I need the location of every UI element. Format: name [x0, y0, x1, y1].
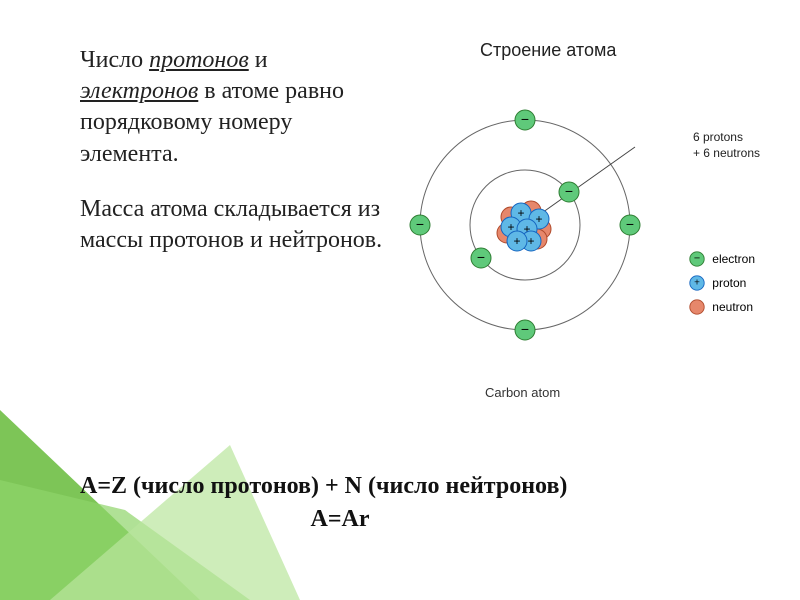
- svg-text:+: +: [517, 206, 524, 220]
- electron-particle: −: [515, 110, 535, 130]
- svg-text:−: −: [477, 249, 485, 265]
- svg-text:−: −: [626, 216, 634, 232]
- nucleus: + + + + + +: [497, 201, 551, 251]
- svg-text:+: +: [535, 212, 542, 226]
- diagram-caption: Carbon atom: [485, 385, 560, 400]
- paragraph-1: Число протонов и электронов в атоме равн…: [80, 45, 390, 170]
- electron-particle: −: [471, 248, 491, 268]
- electron-particle: −: [515, 320, 535, 340]
- atom-svg: + + + + + + − − − − − −: [390, 70, 670, 370]
- paragraph-2: Масса атома складывается из массы протон…: [80, 194, 390, 256]
- svg-text:−: −: [565, 183, 573, 199]
- nucleus-label: 6 protons + 6 neutrons: [693, 130, 760, 161]
- legend-neutron-label: neutron: [712, 300, 753, 314]
- proton-icon: +: [688, 274, 706, 292]
- svg-text:−: −: [521, 321, 529, 337]
- main-text: Число протонов и электронов в атоме равн…: [80, 45, 390, 256]
- nucleus-label-l1: 6 protons: [693, 130, 760, 146]
- nucleus-label-l2: + 6 neutrons: [693, 146, 760, 162]
- electron-icon: −: [688, 250, 706, 268]
- legend-proton-label: proton: [712, 276, 746, 290]
- legend-neutron: neutron: [688, 298, 755, 316]
- legend-electron: − electron: [688, 250, 755, 268]
- formula-block: A=Z (число протонов) + N (число нейтроно…: [80, 470, 720, 535]
- neutron-icon: [688, 298, 706, 316]
- formula-line1: A=Z (число протонов) + N (число нейтроно…: [80, 470, 720, 502]
- formula-line2: A=Ar: [80, 503, 600, 535]
- atom-diagram: Строение атома +: [390, 40, 760, 400]
- diagram-title: Строение атома: [480, 40, 616, 61]
- svg-text:−: −: [521, 111, 529, 127]
- electron-particle: −: [559, 182, 579, 202]
- legend-electron-label: electron: [712, 252, 755, 266]
- t1a: Число: [80, 47, 149, 73]
- svg-text:+: +: [513, 234, 520, 248]
- proton-particle: +: [507, 231, 527, 251]
- t1b: и: [249, 47, 268, 73]
- legend-proton: + proton: [688, 274, 755, 292]
- legend: − electron + proton neutron: [688, 250, 755, 322]
- svg-text:−: −: [694, 253, 700, 265]
- electron-particle: −: [620, 215, 640, 235]
- svg-text:+: +: [527, 234, 534, 248]
- protons-word: протонов: [149, 47, 249, 73]
- svg-text:+: +: [694, 278, 700, 289]
- electrons-word: электронов: [80, 78, 198, 104]
- svg-text:−: −: [416, 216, 424, 232]
- electron-particle: −: [410, 215, 430, 235]
